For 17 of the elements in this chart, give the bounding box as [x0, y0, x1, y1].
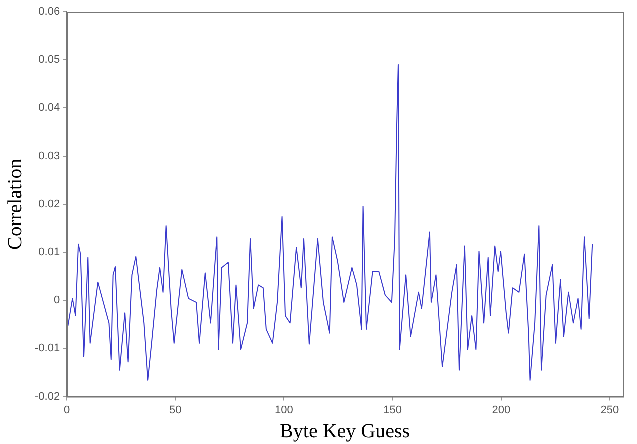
- x-tick-label: 50: [170, 404, 182, 416]
- x-tick-label: 0: [64, 404, 70, 416]
- y-tick-label: 0.06: [38, 6, 60, 18]
- y-tick-label: -0.02: [34, 390, 60, 403]
- y-tick-label: 0.03: [38, 150, 60, 162]
- x-tick-label: 250: [600, 404, 620, 416]
- x-axis-title: Byte Key Guess: [280, 420, 410, 442]
- y-tick-label: 0.04: [38, 102, 60, 114]
- x-tick-label: 200: [492, 404, 511, 416]
- y-tick-label: 0.01: [38, 246, 60, 259]
- y-axis-title: Correlation: [4, 158, 26, 250]
- x-tick-label: 100: [275, 404, 294, 416]
- y-tick-label: 0: [54, 294, 60, 307]
- y-tick-label: 0.05: [38, 54, 60, 66]
- y-tick-label: -0.01: [34, 342, 60, 355]
- y-tick-label: 0.02: [38, 198, 60, 210]
- x-tick-label: 150: [384, 404, 402, 416]
